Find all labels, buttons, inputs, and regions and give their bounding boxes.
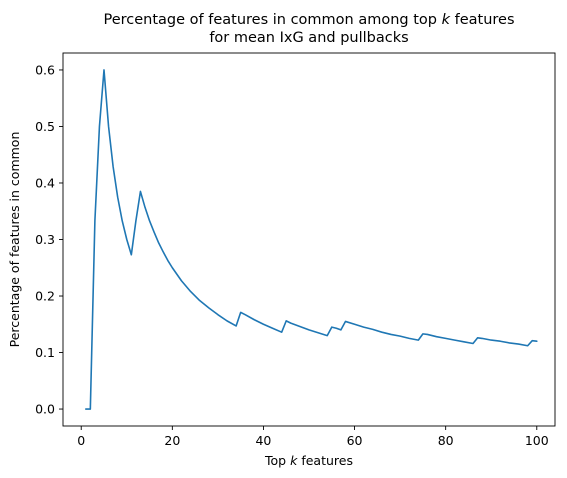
x-tick-label: 20 [164, 433, 180, 448]
y-tick-label: 0.5 [35, 119, 55, 134]
plot-area [62, 52, 556, 427]
x-axis-label: Top k features [264, 453, 353, 468]
chart-title-line2: for mean IxG and pullbacks [209, 30, 408, 46]
y-tick-label: 0.2 [35, 289, 55, 304]
series-line-0 [84, 69, 538, 410]
x-tick-label: 80 [438, 433, 454, 448]
y-tick-label: 0.0 [35, 402, 55, 417]
x-tick-label: 0 [77, 433, 85, 448]
y-tick-label: 0.4 [35, 175, 55, 190]
x-tick-label: 100 [525, 433, 549, 448]
x-tick-label: 60 [347, 433, 363, 448]
chart-title-line1: Percentage of features in common among t… [103, 12, 514, 28]
y-tick-label: 0.1 [35, 345, 55, 360]
x-tick-label: 40 [255, 433, 271, 448]
y-tick-label: 0.6 [35, 62, 55, 77]
series-group [84, 69, 538, 410]
y-tick-label: 0.3 [35, 232, 55, 247]
ticks-group: 0 20 40 60 80 100 0.0 0.1 0.2 0.3 0.4 0.5 0.6 [35, 62, 549, 448]
y-axis-label: Percentage of features in common [7, 132, 22, 348]
plot-frame [62, 52, 556, 427]
